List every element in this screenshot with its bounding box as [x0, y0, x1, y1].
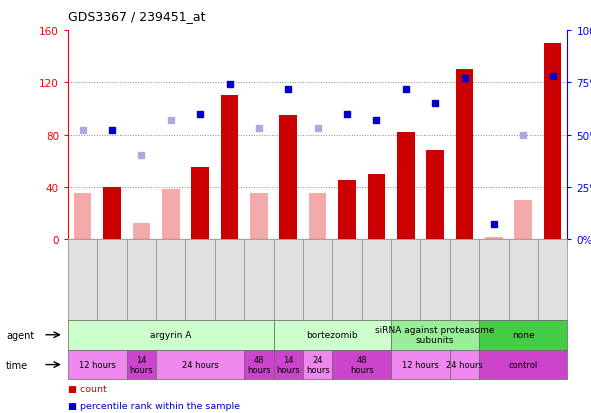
Text: agent: agent [6, 330, 34, 340]
Text: 14
hours: 14 hours [129, 355, 153, 374]
Text: bortezomib: bortezomib [307, 330, 358, 339]
Text: time: time [6, 360, 28, 370]
Text: control: control [509, 360, 538, 369]
Text: 48
hours: 48 hours [350, 355, 374, 374]
Bar [74, 194, 92, 240]
Bar [280, 116, 297, 240]
Text: 14
hours: 14 hours [277, 355, 300, 374]
Text: none: none [512, 330, 535, 339]
Text: GDS3367 / 239451_at: GDS3367 / 239451_at [68, 10, 206, 23]
Bar [250, 194, 268, 240]
Text: ■ count: ■ count [68, 384, 107, 393]
Text: 12 hours: 12 hours [402, 360, 439, 369]
Bar [338, 181, 356, 240]
Bar [103, 188, 121, 240]
Bar [191, 168, 209, 240]
Text: ■ percentile rank within the sample: ■ percentile rank within the sample [68, 401, 240, 410]
Text: 24
hours: 24 hours [306, 355, 330, 374]
Text: 24 hours: 24 hours [181, 360, 219, 369]
Bar [426, 151, 444, 240]
Bar [309, 194, 326, 240]
Text: 12 hours: 12 hours [79, 360, 116, 369]
Bar [220, 96, 238, 240]
Text: 24 hours: 24 hours [446, 360, 483, 369]
Bar [456, 70, 473, 240]
Bar [368, 174, 385, 240]
Bar [162, 190, 180, 240]
Bar [515, 200, 532, 240]
Text: argyrin A: argyrin A [150, 330, 191, 339]
Bar [485, 237, 503, 240]
Bar [544, 44, 561, 240]
Bar [397, 133, 415, 240]
Bar [132, 224, 150, 240]
Text: siRNA against proteasome
subunits: siRNA against proteasome subunits [375, 325, 495, 344]
Text: 48
hours: 48 hours [247, 355, 271, 374]
